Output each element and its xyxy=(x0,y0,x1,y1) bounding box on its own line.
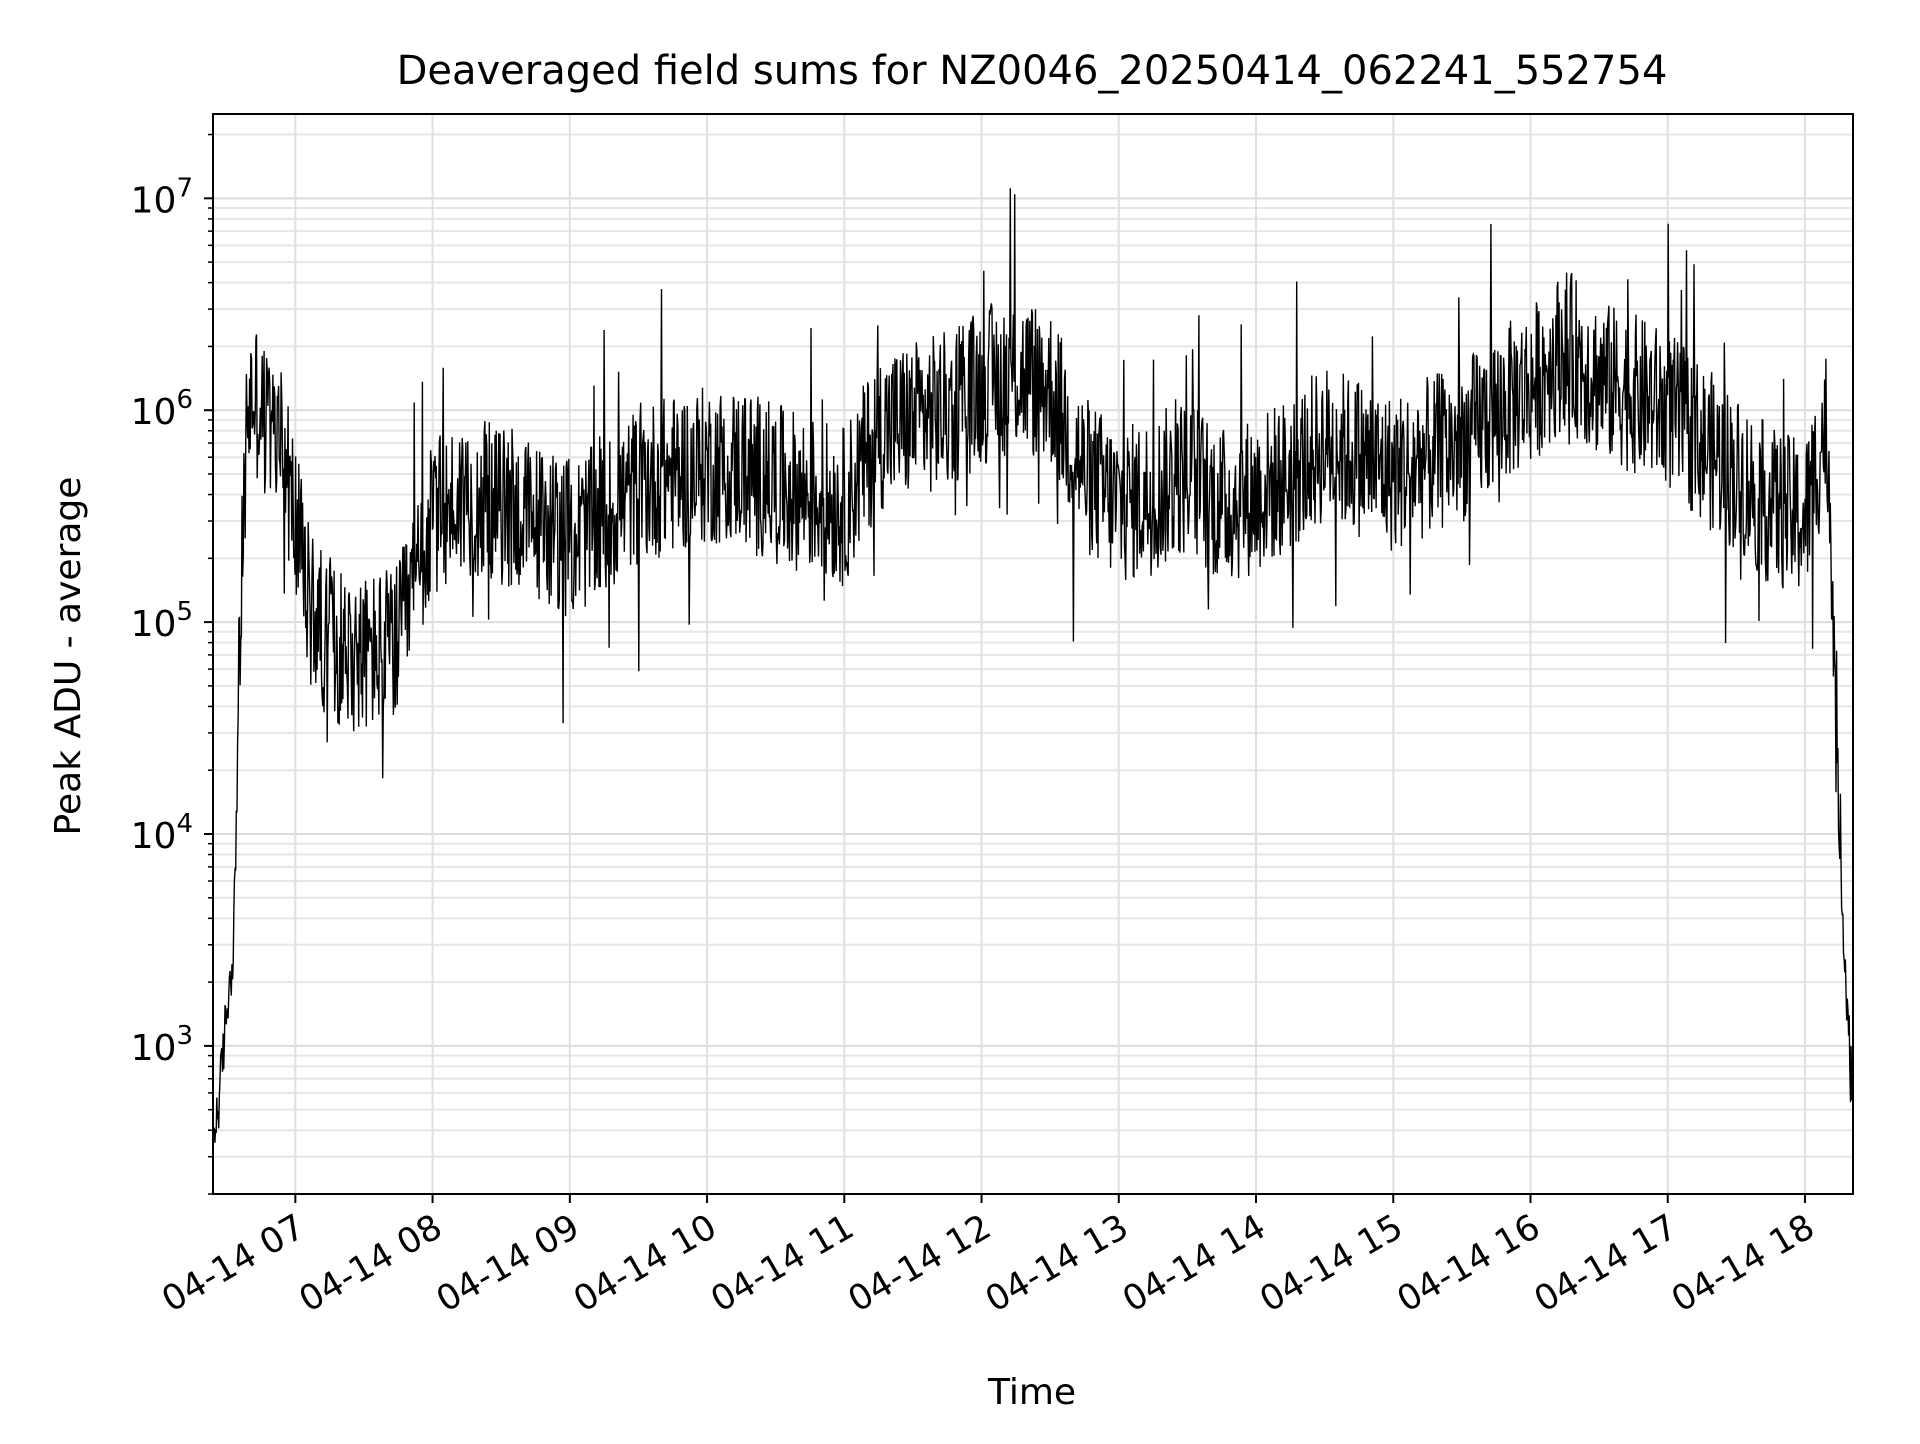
grid xyxy=(213,114,1853,1195)
series-layer xyxy=(212,188,1854,1143)
y-tick-label: 106 xyxy=(131,385,193,433)
chart-title: Deaveraged field sums for NZ0046_2025041… xyxy=(397,48,1668,94)
plot-frame xyxy=(212,113,1854,1195)
series-line xyxy=(212,188,1854,1143)
y-tick-label: 107 xyxy=(131,173,193,221)
y-tick-label: 103 xyxy=(131,1021,193,1069)
y-axis-label: Peak ADU - average xyxy=(48,477,89,836)
y-tick-label: 105 xyxy=(131,597,193,645)
x-axis-label: Time xyxy=(987,1372,1076,1413)
y-tick-label: 104 xyxy=(131,809,193,857)
